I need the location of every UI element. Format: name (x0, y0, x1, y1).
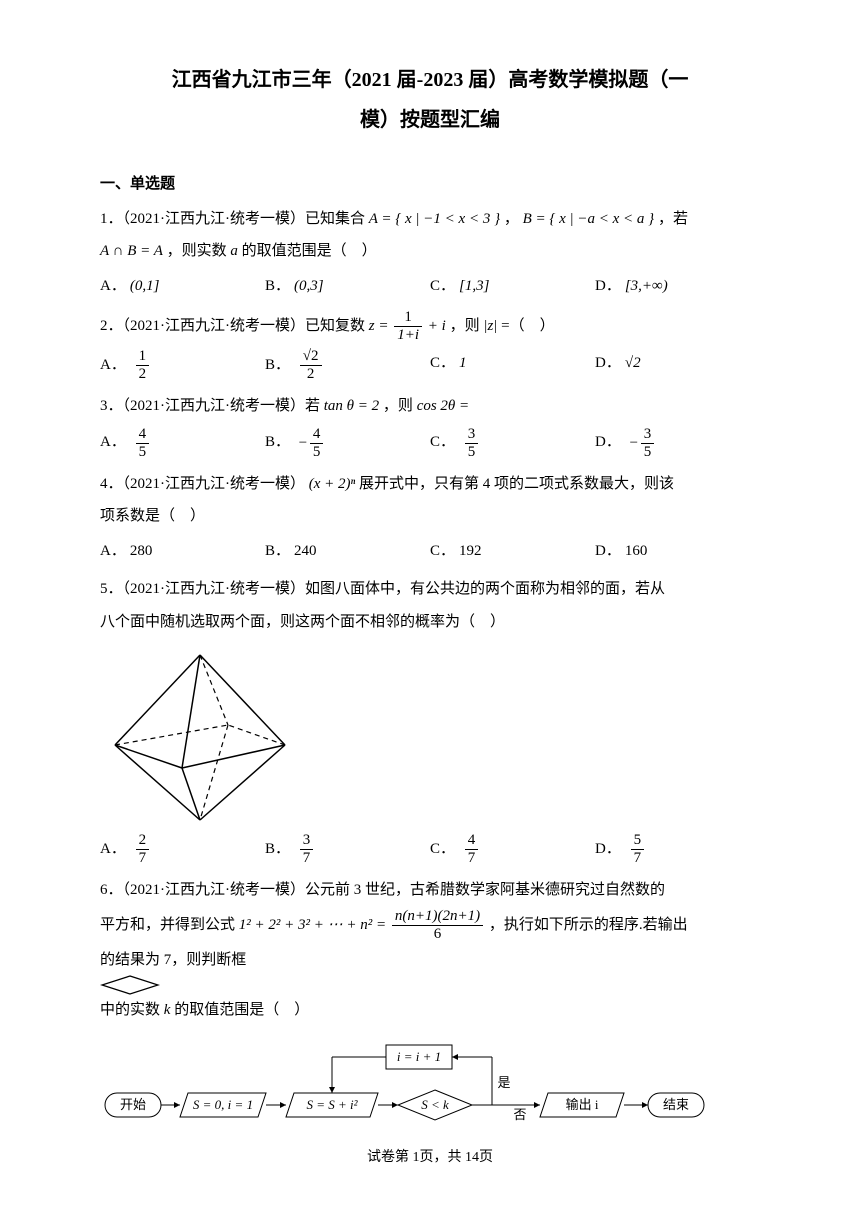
svg-text:S < k: S < k (421, 1097, 449, 1112)
flowchart-figure: 开始 S = 0, i = 1 S = S + i² S < k (100, 1035, 760, 1135)
q1-set-b: B = { x | −a < x < a } (523, 211, 655, 227)
q1-text3: ，则实数 (167, 243, 231, 259)
q1-text2: ，若 (658, 211, 688, 227)
q2-eq: = (378, 318, 392, 334)
question-6b: 平方和，并得到公式 1² + 2² + 3² + ⋯ + n² = n(n+1)… (100, 909, 760, 942)
q5-opt-c: C． 47 (430, 833, 595, 866)
q3-options: A． 45 B． −45 C． 35 D． −35 (100, 427, 760, 460)
octahedron-figure (100, 650, 760, 825)
q4-math: (x + 2)ⁿ (309, 476, 356, 492)
q5-opt-a: A． 27 (100, 833, 265, 866)
q6-l3mid: 中的实数 (100, 1002, 164, 1018)
q3-opt-a: A． 45 (100, 427, 265, 460)
q3-eq2: cos 2θ = (417, 398, 470, 414)
q5-opt-b: B． 37 (265, 833, 430, 866)
q2-abs: |z| (483, 318, 497, 334)
question-6c: 的结果为 7，则判断框 中的实数 k 的取值范围是（ ） (100, 946, 760, 1025)
q4-opt-d: D．160 (595, 537, 760, 566)
question-2: 2．（2021·江西九江·统考一模）已知复数 z = 1 1+i + i ，则 … (100, 310, 760, 343)
q2-mid: ，则 (450, 318, 484, 334)
q3-eq1: tan θ = 2 (324, 398, 379, 414)
q1-opt-b: B．(0,3] (265, 272, 430, 301)
question-6: 6．（2021·江西九江·统考一模）公元前 3 世纪，古希腊数学家阿基米德研究过… (100, 876, 760, 905)
q2-opt-a: A． 12 (100, 349, 265, 382)
question-4b: 项系数是（ ） (100, 502, 760, 531)
q6-post: ，执行如下所示的程序.若输出 (489, 916, 688, 932)
svg-text:是: 是 (497, 1075, 510, 1090)
q2-post: =（ ） (501, 318, 554, 334)
flowchart-icon: 开始 S = 0, i = 1 S = S + i² S < k (100, 1035, 740, 1135)
q6-pre: 平方和，并得到公式 (100, 916, 239, 932)
title-line2: 模）按题型汇编 (360, 109, 500, 131)
exam-page: 江西省九江市三年（2021 届-2023 届）高考数学模拟题（一 模）按题型汇编… (0, 0, 860, 1211)
svg-text:输出 i: 输出 i (566, 1097, 599, 1112)
diamond-icon (100, 974, 160, 996)
question-5: 5．（2021·江西九江·统考一模）如图八面体中，有公共边的两个面称为相邻的面，… (100, 575, 760, 604)
q5-options: A． 27 B． 37 C． 47 D． 57 (100, 833, 760, 866)
q3-mid: ，则 (383, 398, 417, 414)
svg-text:结束: 结束 (663, 1097, 689, 1112)
q4-opt-a: A．280 (100, 537, 265, 566)
q6-frac: n(n+1)(2n+1) 6 (390, 909, 485, 942)
q3-pre: 3．（2021·江西九江·统考一模）若 (100, 398, 324, 414)
page-footer: 试卷第 1页，共 14页 (100, 1145, 760, 1172)
page-title: 江西省九江市三年（2021 届-2023 届）高考数学模拟题（一 模）按题型汇编 (100, 60, 760, 140)
question-1: 1．（2021·江西九江·统考一模）已知集合 A = { x | −1 < x … (100, 205, 760, 234)
q2-frac: 1 1+i (392, 310, 424, 343)
q3-opt-b: B． −45 (265, 427, 430, 460)
q1-set-a: A = { x | −1 < x < 3 } (369, 211, 500, 227)
svg-text:否: 否 (513, 1107, 526, 1122)
question-4: 4．（2021·江西九江·统考一模） (x + 2)ⁿ 展开式中，只有第 4 项… (100, 470, 760, 499)
question-3: 3．（2021·江西九江·统考一模）若 tan θ = 2 ，则 cos 2θ … (100, 392, 760, 421)
q1-sep: ， (504, 211, 523, 227)
q4-opt-b: B．240 (265, 537, 430, 566)
q2-plusi: + i (428, 318, 446, 334)
q4-pre: 4．（2021·江西九江·统考一模） (100, 476, 305, 492)
q6-sum: 1² + 2² + 3² + ⋯ + n² (239, 916, 372, 932)
section-heading: 一、单选题 (100, 170, 760, 199)
question-5b: 八个面中随机选取两个面，则这两个面不相邻的概率为（ ） (100, 608, 760, 637)
svg-text:开始: 开始 (120, 1097, 146, 1112)
octahedron-icon (100, 650, 300, 825)
q6-eq: = (376, 916, 390, 932)
q4-opt-c: C．192 (430, 537, 595, 566)
q6-k: k (164, 1002, 171, 1018)
q6-l3post: 的取值范围是（ ） (174, 1002, 309, 1018)
q4-options: A．280 B．240 C．192 D．160 (100, 537, 760, 566)
q5-opt-d: D． 57 (595, 833, 760, 866)
svg-text:S = S + i²: S = S + i² (306, 1097, 358, 1112)
q3-opt-d: D． −35 (595, 427, 760, 460)
q2-opt-b: B． √22 (265, 349, 430, 382)
q1-text: 1．（2021·江西九江·统考一模）已知集合 (100, 211, 369, 227)
q6-l3pre: 的结果为 7，则判断框 (100, 952, 246, 968)
q1-opt-d: D．[3,+∞) (595, 272, 760, 301)
question-1b: A ∩ B = A ，则实数 a 的取值范围是（ ） (100, 237, 760, 266)
svg-text:S = 0, i = 1: S = 0, i = 1 (193, 1097, 253, 1112)
q1-a: a (230, 243, 238, 259)
q1-opt-c: C．[1,3] (430, 272, 595, 301)
q2-pre: 2．（2021·江西九江·统考一模）已知复数 (100, 318, 369, 334)
q4-post: 展开式中，只有第 4 项的二项式系数最大，则该 (359, 476, 674, 492)
q1-options: A．(0,1] B．(0,3] C．[1,3] D．[3,+∞) (100, 272, 760, 301)
q3-opt-c: C． 35 (430, 427, 595, 460)
q2-opt-d: D．√2 (595, 349, 760, 382)
title-line1: 江西省九江市三年（2021 届-2023 届）高考数学模拟题（一 (172, 69, 689, 91)
q1-opt-a: A．(0,1] (100, 272, 265, 301)
q1-eq: A ∩ B = A (100, 243, 163, 259)
q2-opt-c: C．1 (430, 349, 595, 382)
q2-z: z (369, 318, 375, 334)
q2-options: A． 12 B． √22 C．1 D．√2 (100, 349, 760, 382)
svg-text:i = i + 1: i = i + 1 (397, 1049, 441, 1064)
q1-text4: 的取值范围是（ ） (242, 243, 377, 259)
